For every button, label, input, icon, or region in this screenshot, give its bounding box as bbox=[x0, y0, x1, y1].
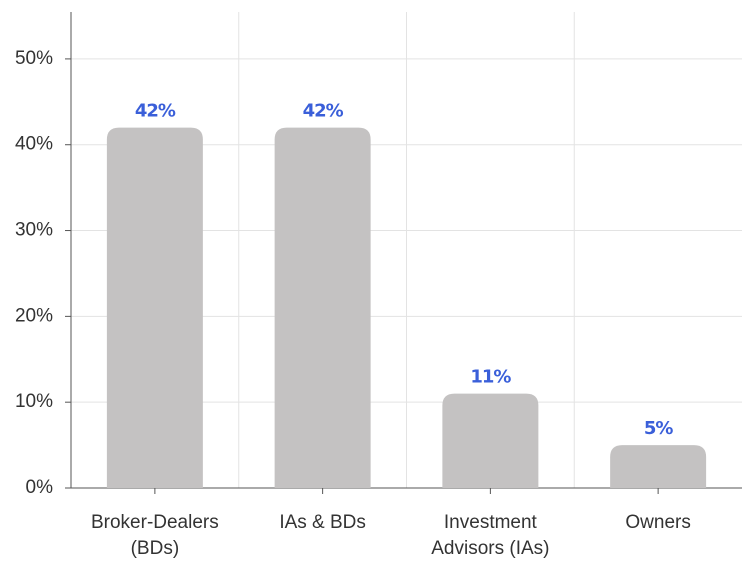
value-label: 42% bbox=[135, 101, 176, 122]
y-tick-label: 0% bbox=[26, 477, 54, 498]
y-tick-label: 20% bbox=[15, 305, 53, 326]
x-tick-label: IAs & BDs bbox=[279, 512, 366, 533]
y-tick-label: 10% bbox=[15, 391, 53, 412]
value-label: 5% bbox=[644, 418, 674, 439]
value-label: 42% bbox=[303, 101, 344, 122]
bar bbox=[442, 393, 539, 488]
y-tick-label: 50% bbox=[15, 48, 53, 69]
y-tick-label: 30% bbox=[15, 220, 53, 241]
x-tick-label: Owners bbox=[625, 512, 691, 533]
x-tick-label: Broker-Dealers (BDs) bbox=[90, 512, 219, 559]
value-label: 11% bbox=[470, 367, 511, 388]
bar bbox=[274, 127, 371, 489]
bar bbox=[106, 127, 203, 489]
y-tick-label: 40% bbox=[15, 134, 53, 155]
x-tick-label: Investment Advisors (IAs) bbox=[431, 512, 550, 559]
bar bbox=[610, 445, 707, 488]
